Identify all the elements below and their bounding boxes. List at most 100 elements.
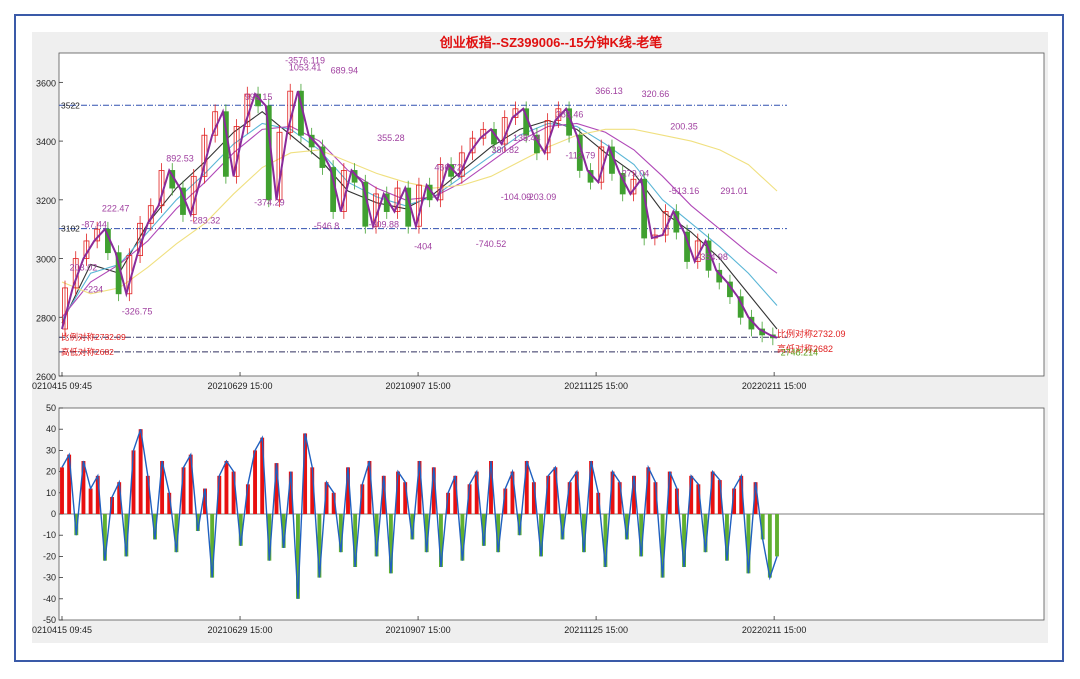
figure-window: 创业板指--SZ399006--15分钟K线-老笔 2600 2800 3000 32… <box>32 32 1048 643</box>
y-tick-label: 2800 <box>36 313 56 323</box>
oscillator-bar <box>682 514 686 567</box>
y-tick-label: 50 <box>46 403 56 413</box>
oscillator-bar <box>145 475 150 514</box>
oscillator-bar <box>539 514 543 557</box>
x-tick-label: 20220211 15:00 <box>742 381 806 391</box>
oscillator-bar <box>460 514 465 561</box>
oscillator-bar <box>167 492 172 514</box>
oscillator-bar <box>74 514 79 536</box>
oscillator-bar <box>646 467 651 514</box>
oscillator-bar <box>531 482 536 514</box>
oscillator-bar <box>753 482 758 514</box>
oscillator-bar <box>639 514 644 557</box>
y-tick-label: 3200 <box>36 196 56 206</box>
value-annotation: -513.16 <box>669 186 700 196</box>
x-tick-label: 20210629 15:00 <box>207 625 272 635</box>
reference-line-label: 3102 <box>61 224 80 234</box>
oscillator-bar <box>274 463 279 514</box>
oscillator-bar <box>489 461 493 514</box>
oscillator-bar <box>310 467 315 514</box>
value-annotation: 320.66 <box>642 89 670 99</box>
oscillator-bar <box>725 514 729 561</box>
kline-title: 创业板指--SZ399006--15分钟K线-老笔 <box>439 35 663 50</box>
y-tick-label: 30 <box>46 445 56 455</box>
value-annotation: 291.01 <box>720 186 748 196</box>
x-tick-label: 0210415 09:45 <box>32 625 92 635</box>
y-tick-label: 20 <box>46 467 56 477</box>
value-annotation: 355.28 <box>377 133 405 143</box>
value-annotation: 689.94 <box>331 66 359 76</box>
oscillator-bar <box>481 514 486 546</box>
oscillator-bar <box>446 492 451 514</box>
oscillator-bar <box>767 514 772 578</box>
oscillator-bar <box>110 497 114 514</box>
oscillator-bar <box>210 514 215 578</box>
value-annotation: 200.35 <box>670 121 698 131</box>
oscillator-bar <box>138 429 143 514</box>
oscillator-bar <box>610 471 615 514</box>
oscillator-bar <box>567 482 572 514</box>
oscillator-bar <box>503 488 508 514</box>
oscillator-bar <box>195 514 200 531</box>
x-tick-label: 20220211 15:00 <box>742 625 806 635</box>
value-annotation: -609.88 <box>368 220 399 230</box>
oscillator-bar <box>317 514 322 578</box>
x-tick-label: 20210629 15:00 <box>207 381 272 391</box>
oscillator-bar <box>346 467 350 514</box>
oscillator-bar <box>524 461 529 514</box>
oscillator-bar <box>245 484 250 514</box>
oscillator-bar <box>381 475 386 514</box>
oscillator-bar <box>160 461 165 514</box>
oscillator-bar <box>667 471 672 514</box>
value-annotation: -3576.119 <box>285 55 325 65</box>
reference-line-label: 比例对称2732.09 <box>61 332 126 342</box>
oscillator-bar <box>117 482 122 514</box>
oscillator-bar <box>95 475 100 514</box>
oscillator-bar <box>624 514 629 540</box>
oscillator-bar <box>238 514 243 546</box>
oscillator-bar <box>417 461 422 514</box>
oscillator-bar <box>674 488 679 514</box>
reference-line-label: 高低对称2682 <box>61 347 114 357</box>
oscillator-bar <box>260 437 265 514</box>
oscillator-bar <box>360 484 365 514</box>
oscillator-bar <box>188 454 193 514</box>
oscillator-bar <box>88 488 93 514</box>
value-annotation: -203.09 <box>526 192 557 202</box>
oscillator-bar <box>546 475 551 514</box>
value-annotation: 222.47 <box>102 204 130 214</box>
y-tick-label: -30 <box>43 573 56 583</box>
x-tick-label: 20210907 15:00 <box>386 381 451 391</box>
oscillator-bar <box>775 514 779 557</box>
reference-line-label: 3522 <box>61 100 80 110</box>
oscillator-bar <box>596 492 601 514</box>
oscillator-bar <box>660 514 665 578</box>
kline-plot-area <box>58 52 1045 377</box>
value-annotation: -404 <box>414 242 432 252</box>
y-tick-label: 3400 <box>36 137 56 147</box>
x-tick-label: 20211125 15:00 <box>564 381 628 391</box>
oscillator-bar <box>324 482 329 514</box>
value-annotation: 135.44 <box>513 133 541 143</box>
oscillator-bar <box>431 467 436 514</box>
oscillator-layer: -50 -40 -30 -20 -10 0 10 20 30 40 50 0210415 09:45 2… <box>32 403 1044 635</box>
oscillator-bar <box>224 461 229 514</box>
value-annotation: 366.13 <box>595 86 623 96</box>
oscillator-bar <box>60 467 64 514</box>
oscillator-bar <box>153 514 157 540</box>
value-annotation: 1053.41 <box>289 63 322 73</box>
x-tick-label: 20210907 15:00 <box>386 625 451 635</box>
value-annotation: 高低对称2682 <box>777 343 833 354</box>
oscillator-bar <box>131 450 136 514</box>
oscillator-bar <box>396 471 400 514</box>
oscillator-bar <box>710 471 715 514</box>
y-tick-label: 2600 <box>36 372 56 382</box>
y-tick-label: 0 <box>51 509 56 519</box>
oscillator-bar <box>589 461 594 514</box>
y-tick-label: -40 <box>43 594 56 604</box>
y-tick-label: 40 <box>46 424 56 434</box>
chart-canvas: 创业板指--SZ399006--15分钟K线-老笔 2600 2800 3000 32… <box>32 35 1045 635</box>
value-annotation: 383.46 <box>556 110 584 120</box>
value-annotation: -740.52 <box>476 239 507 249</box>
value-annotation: 比例对称2732.09 <box>777 328 846 339</box>
